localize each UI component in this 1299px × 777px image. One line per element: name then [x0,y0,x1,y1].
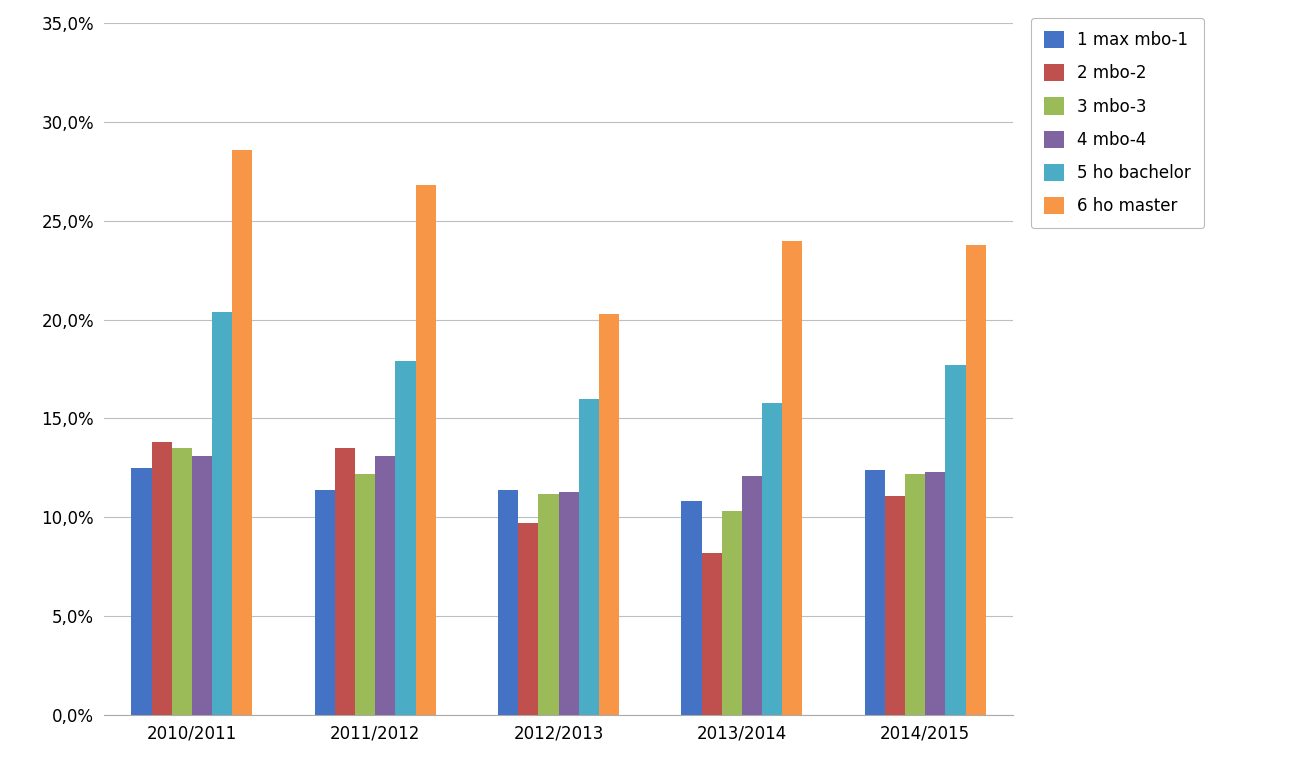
Bar [701,552,722,715]
Bar [763,402,782,715]
Bar [579,399,599,715]
Bar [742,476,763,715]
Bar [131,468,152,715]
Legend: 1 max mbo-1, 2 mbo-2, 3 mbo-3, 4 mbo-4, 5 ho bachelor, 6 ho master: 1 max mbo-1, 2 mbo-2, 3 mbo-3, 4 mbo-4, … [1030,18,1204,228]
Bar [682,501,701,715]
Bar [599,314,620,715]
Bar [171,448,192,715]
Bar [538,493,559,715]
Bar [355,474,375,715]
Bar [518,523,538,715]
Bar [375,456,395,715]
Bar [946,365,965,715]
Bar [905,474,925,715]
Bar [416,186,435,715]
Bar [498,490,518,715]
Bar [885,496,905,715]
Bar [965,245,986,715]
Bar [212,312,233,715]
Bar [865,470,885,715]
Bar [192,456,212,715]
Bar [559,492,579,715]
Bar [395,361,416,715]
Bar [335,448,355,715]
Bar [722,511,742,715]
Bar [314,490,335,715]
Bar [782,241,803,715]
Bar [152,442,171,715]
Bar [233,150,252,715]
Bar [925,472,946,715]
